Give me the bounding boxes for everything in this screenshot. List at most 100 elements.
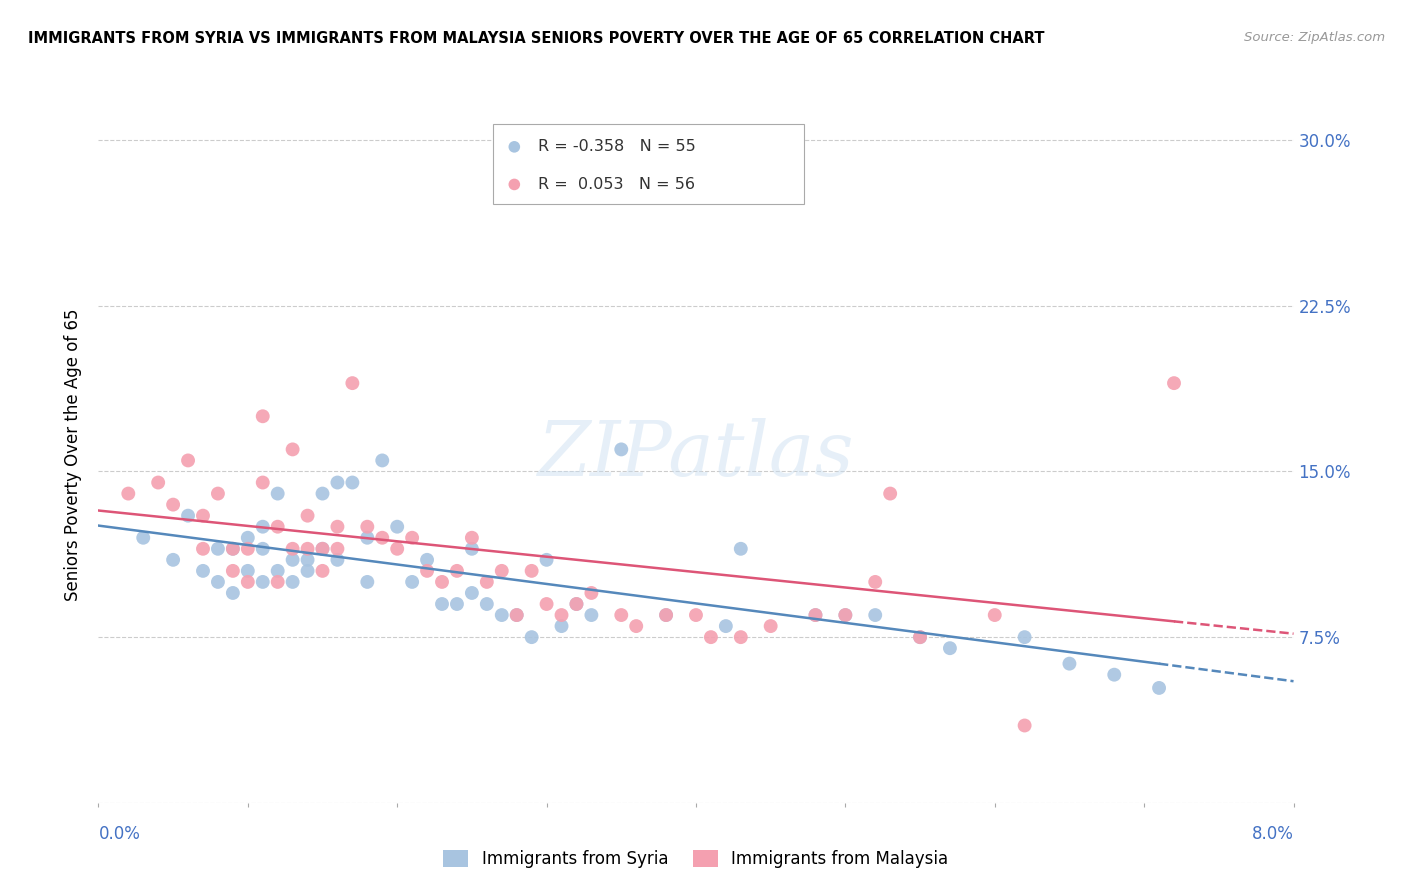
Point [385,519,409,533]
Point [281,574,304,589]
Point [416,564,439,578]
Text: 0.0%: 0.0% [98,825,141,843]
Point [430,597,453,611]
Point [520,630,543,644]
Point [401,574,423,589]
Point [595,178,617,192]
Point [191,564,214,578]
Text: R =  0.053   N = 56: R = 0.053 N = 56 [538,177,695,192]
Point [356,531,378,545]
Point [236,564,259,578]
Point [371,453,394,467]
Point [148,475,170,490]
Point [117,486,139,500]
Point [700,630,723,644]
Point [311,564,333,578]
Point [759,619,782,633]
Point [281,442,304,457]
Point [491,564,513,578]
Point [610,608,633,623]
Point [236,574,259,589]
Point [506,608,529,623]
Point [297,553,319,567]
Point [655,608,678,623]
Point [356,574,378,589]
Point [162,553,184,567]
Point [252,519,274,533]
Point [297,508,319,523]
Point [236,531,259,545]
Point [430,574,453,589]
Point [222,586,245,600]
Point [311,541,333,556]
Point [834,608,856,623]
Point [252,541,274,556]
Point [191,508,214,523]
Point [520,564,543,578]
Point [371,531,394,545]
Point [385,541,409,556]
Point [342,376,364,391]
Point [506,608,529,623]
Point [581,608,603,623]
Point [1014,718,1036,732]
Point [356,519,378,533]
Text: R = -0.358   N = 55: R = -0.358 N = 55 [538,139,696,154]
Point [475,574,498,589]
Point [236,541,259,556]
Point [730,630,752,644]
Point [401,531,423,545]
Text: IMMIGRANTS FROM SYRIA VS IMMIGRANTS FROM MALAYSIA SENIORS POVERTY OVER THE AGE O: IMMIGRANTS FROM SYRIA VS IMMIGRANTS FROM… [28,31,1045,46]
Point [267,574,290,589]
Point [536,553,558,567]
Point [446,564,468,578]
Point [267,564,290,578]
Point [297,564,319,578]
Point [879,486,901,500]
Point [446,597,468,611]
Text: Source: ZipAtlas.com: Source: ZipAtlas.com [1244,31,1385,45]
Point [311,541,333,556]
Point [863,574,886,589]
Point [281,541,304,556]
Point [342,475,364,490]
Point [1147,681,1170,695]
Point [252,409,274,424]
Point [1163,376,1185,391]
Text: ZIPatlas: ZIPatlas [537,418,855,491]
Point [177,453,200,467]
Point [207,574,229,589]
Point [461,541,484,556]
Point [565,597,588,611]
Point [222,541,245,556]
Point [939,641,962,656]
Point [908,630,931,644]
Point [863,608,886,623]
Point [416,553,439,567]
Point [222,564,245,578]
Point [581,586,603,600]
Point [536,597,558,611]
Legend: Immigrants from Syria, Immigrants from Malaysia: Immigrants from Syria, Immigrants from M… [437,843,955,874]
Point [267,486,290,500]
Point [207,541,229,556]
Point [162,498,184,512]
Y-axis label: Seniors Poverty Over the Age of 65: Seniors Poverty Over the Age of 65 [65,309,83,601]
Point [983,608,1005,623]
Point [326,519,349,533]
Point [655,608,678,623]
Point [1059,657,1081,671]
Point [222,541,245,556]
Point [624,619,647,633]
Point [714,619,737,633]
Point [461,586,484,600]
Point [834,608,856,623]
Point [550,608,572,623]
Point [1102,667,1125,681]
Point [461,531,484,545]
Point [207,486,229,500]
Point [267,519,290,533]
FancyBboxPatch shape [494,124,804,204]
Point [191,541,214,556]
Point [297,541,319,556]
